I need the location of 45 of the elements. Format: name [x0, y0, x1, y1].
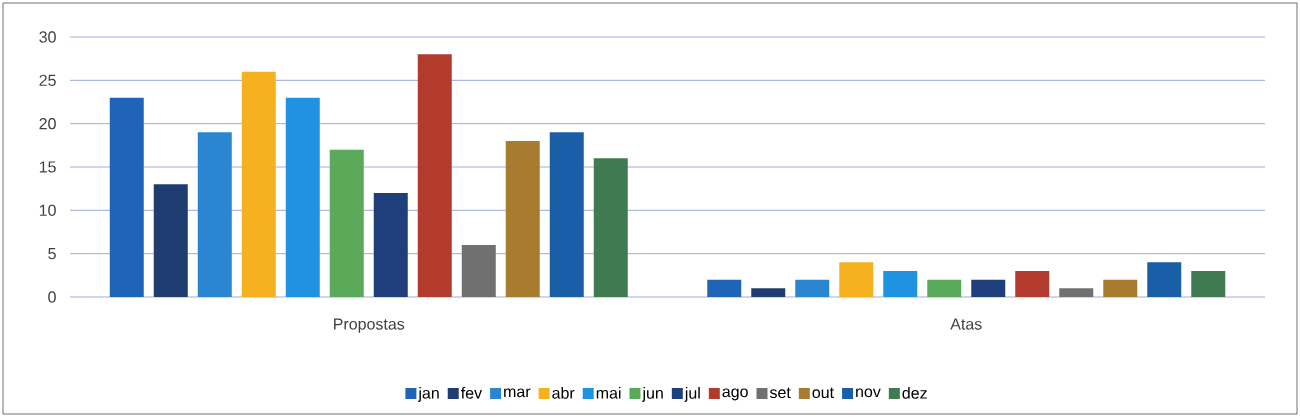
bar [1191, 271, 1226, 297]
bar [927, 279, 962, 297]
bar [795, 279, 830, 297]
legend-label: ago [722, 388, 748, 401]
legend-label: abr [552, 386, 575, 399]
bar [593, 158, 628, 297]
legend-label: nov [856, 388, 881, 398]
y-tick-label: 0 [48, 291, 56, 303]
bar [153, 184, 188, 297]
legend-label: mai [596, 386, 621, 399]
bar [241, 71, 276, 297]
bar [1059, 288, 1094, 297]
bar [109, 97, 144, 297]
bar [751, 288, 786, 297]
legend-label: jun [642, 386, 663, 402]
bar [839, 262, 874, 297]
y-tick-label: 5 [48, 248, 56, 260]
y-tick-label: 20 [39, 118, 56, 130]
y-tick-label: 25 [39, 74, 56, 86]
bar [1103, 279, 1138, 297]
bar [285, 97, 320, 297]
bar [461, 245, 496, 297]
bar [505, 141, 540, 297]
bar [1147, 262, 1182, 297]
bar [1015, 271, 1050, 297]
bar [883, 271, 918, 297]
legend-label: jul [684, 386, 700, 402]
bar [373, 193, 408, 297]
bar [417, 54, 452, 297]
y-tick-label: 15 [39, 161, 56, 173]
x-tick-label: Atas [950, 318, 982, 330]
legend-label: fev [460, 386, 483, 399]
bar [971, 279, 1006, 297]
bar [329, 149, 364, 297]
legend-label: out [812, 387, 834, 399]
bar [549, 132, 584, 297]
legend-label: mar [504, 388, 531, 398]
legend-label: jan [418, 386, 439, 402]
legend-label: dez [902, 386, 927, 399]
x-tick-label: Propostas [334, 318, 405, 333]
y-tick-label: 30 [39, 31, 56, 43]
legend-label: set [769, 387, 791, 399]
y-tick-label: 10 [39, 204, 56, 216]
bar [197, 132, 232, 297]
bar [707, 279, 742, 297]
